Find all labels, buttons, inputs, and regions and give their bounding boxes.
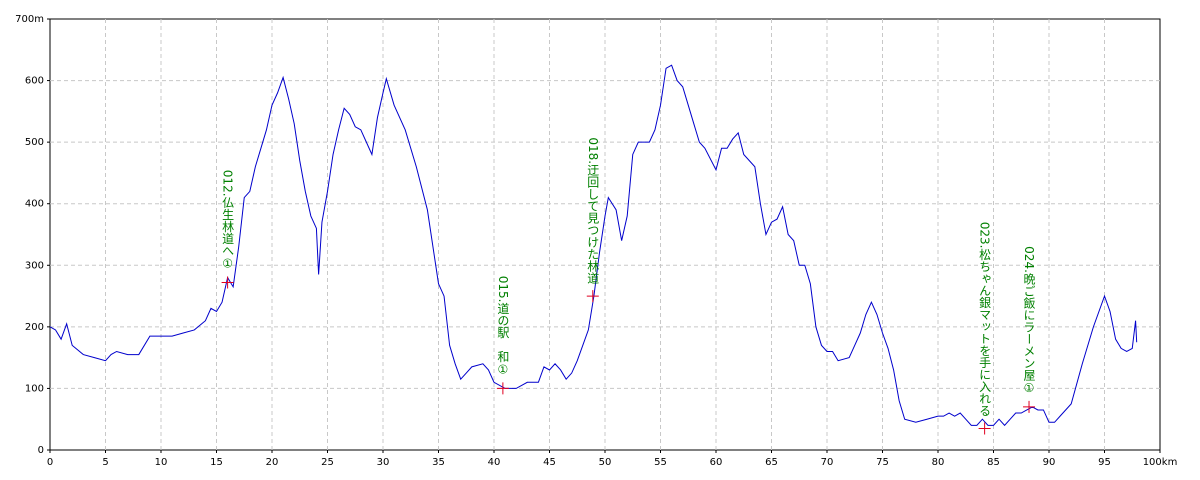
y-tick-label: 100 <box>25 383 44 394</box>
x-tick-label: 70 <box>821 457 834 468</box>
waypoint-label: 023.松ちゃん銀マットを手に入れる <box>978 222 992 417</box>
waypoint-marker <box>1023 400 1036 413</box>
waypoint-label: 015.道の駅 和① <box>496 276 510 377</box>
y-tick-label: 200 <box>25 322 44 333</box>
x-tick-label: 50 <box>599 457 612 468</box>
y-tick-label: 300 <box>25 260 44 271</box>
x-tick-label: 25 <box>321 457 334 468</box>
x-tick-label: 85 <box>987 457 1000 468</box>
y-tick-label: 0 <box>38 445 44 456</box>
x-tick-label: 10 <box>155 457 168 468</box>
x-tick-label: 80 <box>932 457 945 468</box>
waypoint-marker <box>978 422 991 435</box>
x-tick-label: 75 <box>876 457 889 468</box>
waypoint-label: 024.晩ご飯にラーメン屋① <box>1022 246 1036 395</box>
x-tick-label: 95 <box>1098 457 1111 468</box>
x-tick-label: 30 <box>377 457 390 468</box>
y-tick-label: 400 <box>25 199 44 210</box>
x-tick-label: 0 <box>47 457 53 468</box>
waypoint-marker <box>221 276 234 289</box>
waypoint-label: 012.仏生林道へ① <box>221 170 235 271</box>
x-tick-label: 5 <box>102 457 108 468</box>
x-tick-label: 55 <box>654 457 667 468</box>
x-tick-label: 65 <box>765 457 778 468</box>
waypoint-marker <box>496 382 509 395</box>
y-tick-label: 600 <box>25 76 44 87</box>
x-tick-label: 40 <box>488 457 501 468</box>
x-tick-label: 60 <box>710 457 723 468</box>
y-tick-label: 500 <box>25 137 44 148</box>
waypoint-label: 018.迂回して見つけた林道 <box>586 137 600 284</box>
elevation-line <box>49 64 1138 427</box>
x-tick-label: 20 <box>266 457 279 468</box>
x-tick-label: 100km <box>1143 457 1178 468</box>
waypoint-marker <box>586 290 599 303</box>
y-tick-label: 700m <box>15 14 44 25</box>
x-tick-label: 45 <box>543 457 556 468</box>
x-tick-label: 35 <box>432 457 445 468</box>
x-tick-label: 15 <box>210 457 223 468</box>
x-tick-label: 90 <box>1043 457 1056 468</box>
